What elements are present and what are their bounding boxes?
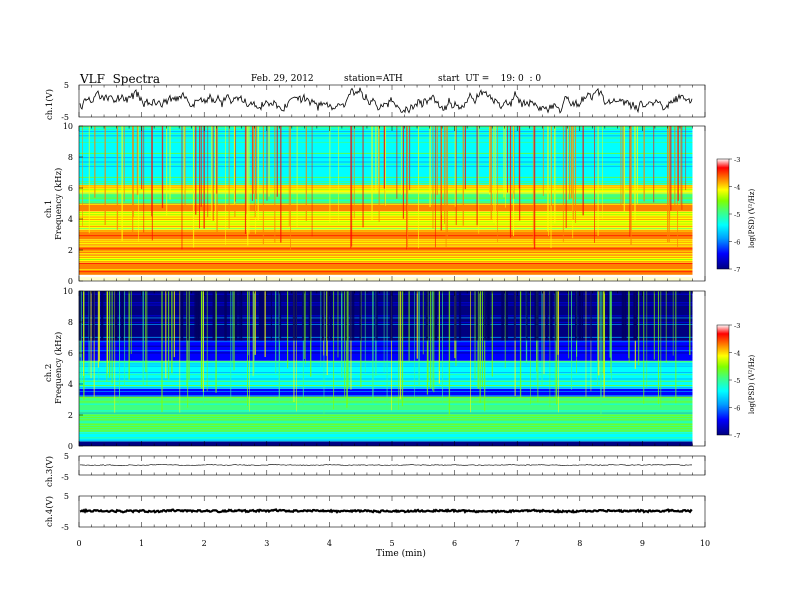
colorbar-ch2-tick-label: -7 xyxy=(734,432,740,440)
colorbar-ch1-tick-label: -7 xyxy=(734,266,740,274)
date-label: Feb. 29, 2012 xyxy=(251,74,314,84)
waveforms xyxy=(79,87,693,514)
spectral-band xyxy=(79,245,693,255)
x-tick-label: 5 xyxy=(389,539,394,548)
spectral-band xyxy=(79,432,693,442)
x-tick-label: 7 xyxy=(515,539,520,548)
spectral-band xyxy=(79,211,693,230)
ch1-freq-tick-label: 4 xyxy=(68,215,73,224)
ch1-ytick-bottom: -5 xyxy=(61,113,69,122)
ch1-freq-tick-label: 8 xyxy=(68,153,73,162)
ch3-waveform xyxy=(79,463,693,467)
x-axis-label: Time (min) xyxy=(376,549,426,559)
ch2-freq-tick-label: 10 xyxy=(63,287,73,296)
colorbar-ch2-tick-label: -4 xyxy=(734,350,740,358)
ch2-freq-tick-label: 2 xyxy=(68,411,73,420)
ch2-freq-tick-label: 6 xyxy=(68,349,73,358)
ch1-freq-tick-label: 0 xyxy=(68,277,73,286)
ch2-freq-tick-label: 0 xyxy=(68,442,73,451)
colorbar-ch2 xyxy=(716,324,730,436)
x-tick-label: 0 xyxy=(76,539,81,548)
spectral-band xyxy=(79,388,693,397)
low-frequency-band xyxy=(79,442,693,446)
x-tick-label: 3 xyxy=(264,539,269,548)
spectral-band xyxy=(79,262,693,275)
colorbar-ch1 xyxy=(716,158,730,270)
ch2-freq-tick-label: 8 xyxy=(68,318,73,327)
ch1-waveform xyxy=(79,87,693,114)
colorbar-ch1-tick-label: -6 xyxy=(734,239,740,247)
ch4-ytick-bottom: -5 xyxy=(61,523,69,532)
ch1-freq-tick-label: 10 xyxy=(63,122,73,131)
x-tick-label: 1 xyxy=(139,539,144,548)
spectral-band xyxy=(79,254,693,263)
station-label: station=ATH xyxy=(344,74,403,84)
ch2-freq-tick-label: 4 xyxy=(68,380,73,389)
x-tick-label: 9 xyxy=(640,539,645,548)
ch4-ytick-top: 5 xyxy=(64,492,69,501)
ch1-spectrogram xyxy=(79,126,693,281)
colorbar-ch2-tick-label: -5 xyxy=(734,377,740,385)
spectral-band xyxy=(79,229,693,240)
x-tick-label: 10 xyxy=(700,539,710,548)
ch3-ytick-bottom: -5 xyxy=(61,473,69,482)
colorbar-ch1-tick-label: -3 xyxy=(734,156,740,164)
x-tick-label: 6 xyxy=(452,539,457,548)
ch3-ytick-top: 5 xyxy=(64,452,69,461)
colorbar-ch1-tick-label: -5 xyxy=(734,211,740,219)
ch4-waveform xyxy=(79,508,693,514)
x-tick-label: 2 xyxy=(202,539,207,548)
ch2-spectrogram xyxy=(78,291,693,446)
start-time-label: start UT = 19: 0 : 0 xyxy=(438,74,542,84)
x-tick-label: 8 xyxy=(577,539,582,548)
plot-title: VLF Spectra xyxy=(80,72,161,86)
colorbar-ch2-tick-label: -3 xyxy=(734,322,740,330)
colorbar-ch1-tick-label: -4 xyxy=(734,184,740,192)
ch1-ytick-top: 5 xyxy=(64,81,69,90)
ch1-freq-tick-label: 6 xyxy=(68,184,73,193)
spectral-band xyxy=(79,203,693,212)
low-frequency-band xyxy=(79,277,693,281)
colorbar-ch2-tick-label: -6 xyxy=(734,405,740,413)
x-tick-label: 4 xyxy=(327,539,332,548)
ch1-freq-tick-label: 2 xyxy=(68,246,73,255)
